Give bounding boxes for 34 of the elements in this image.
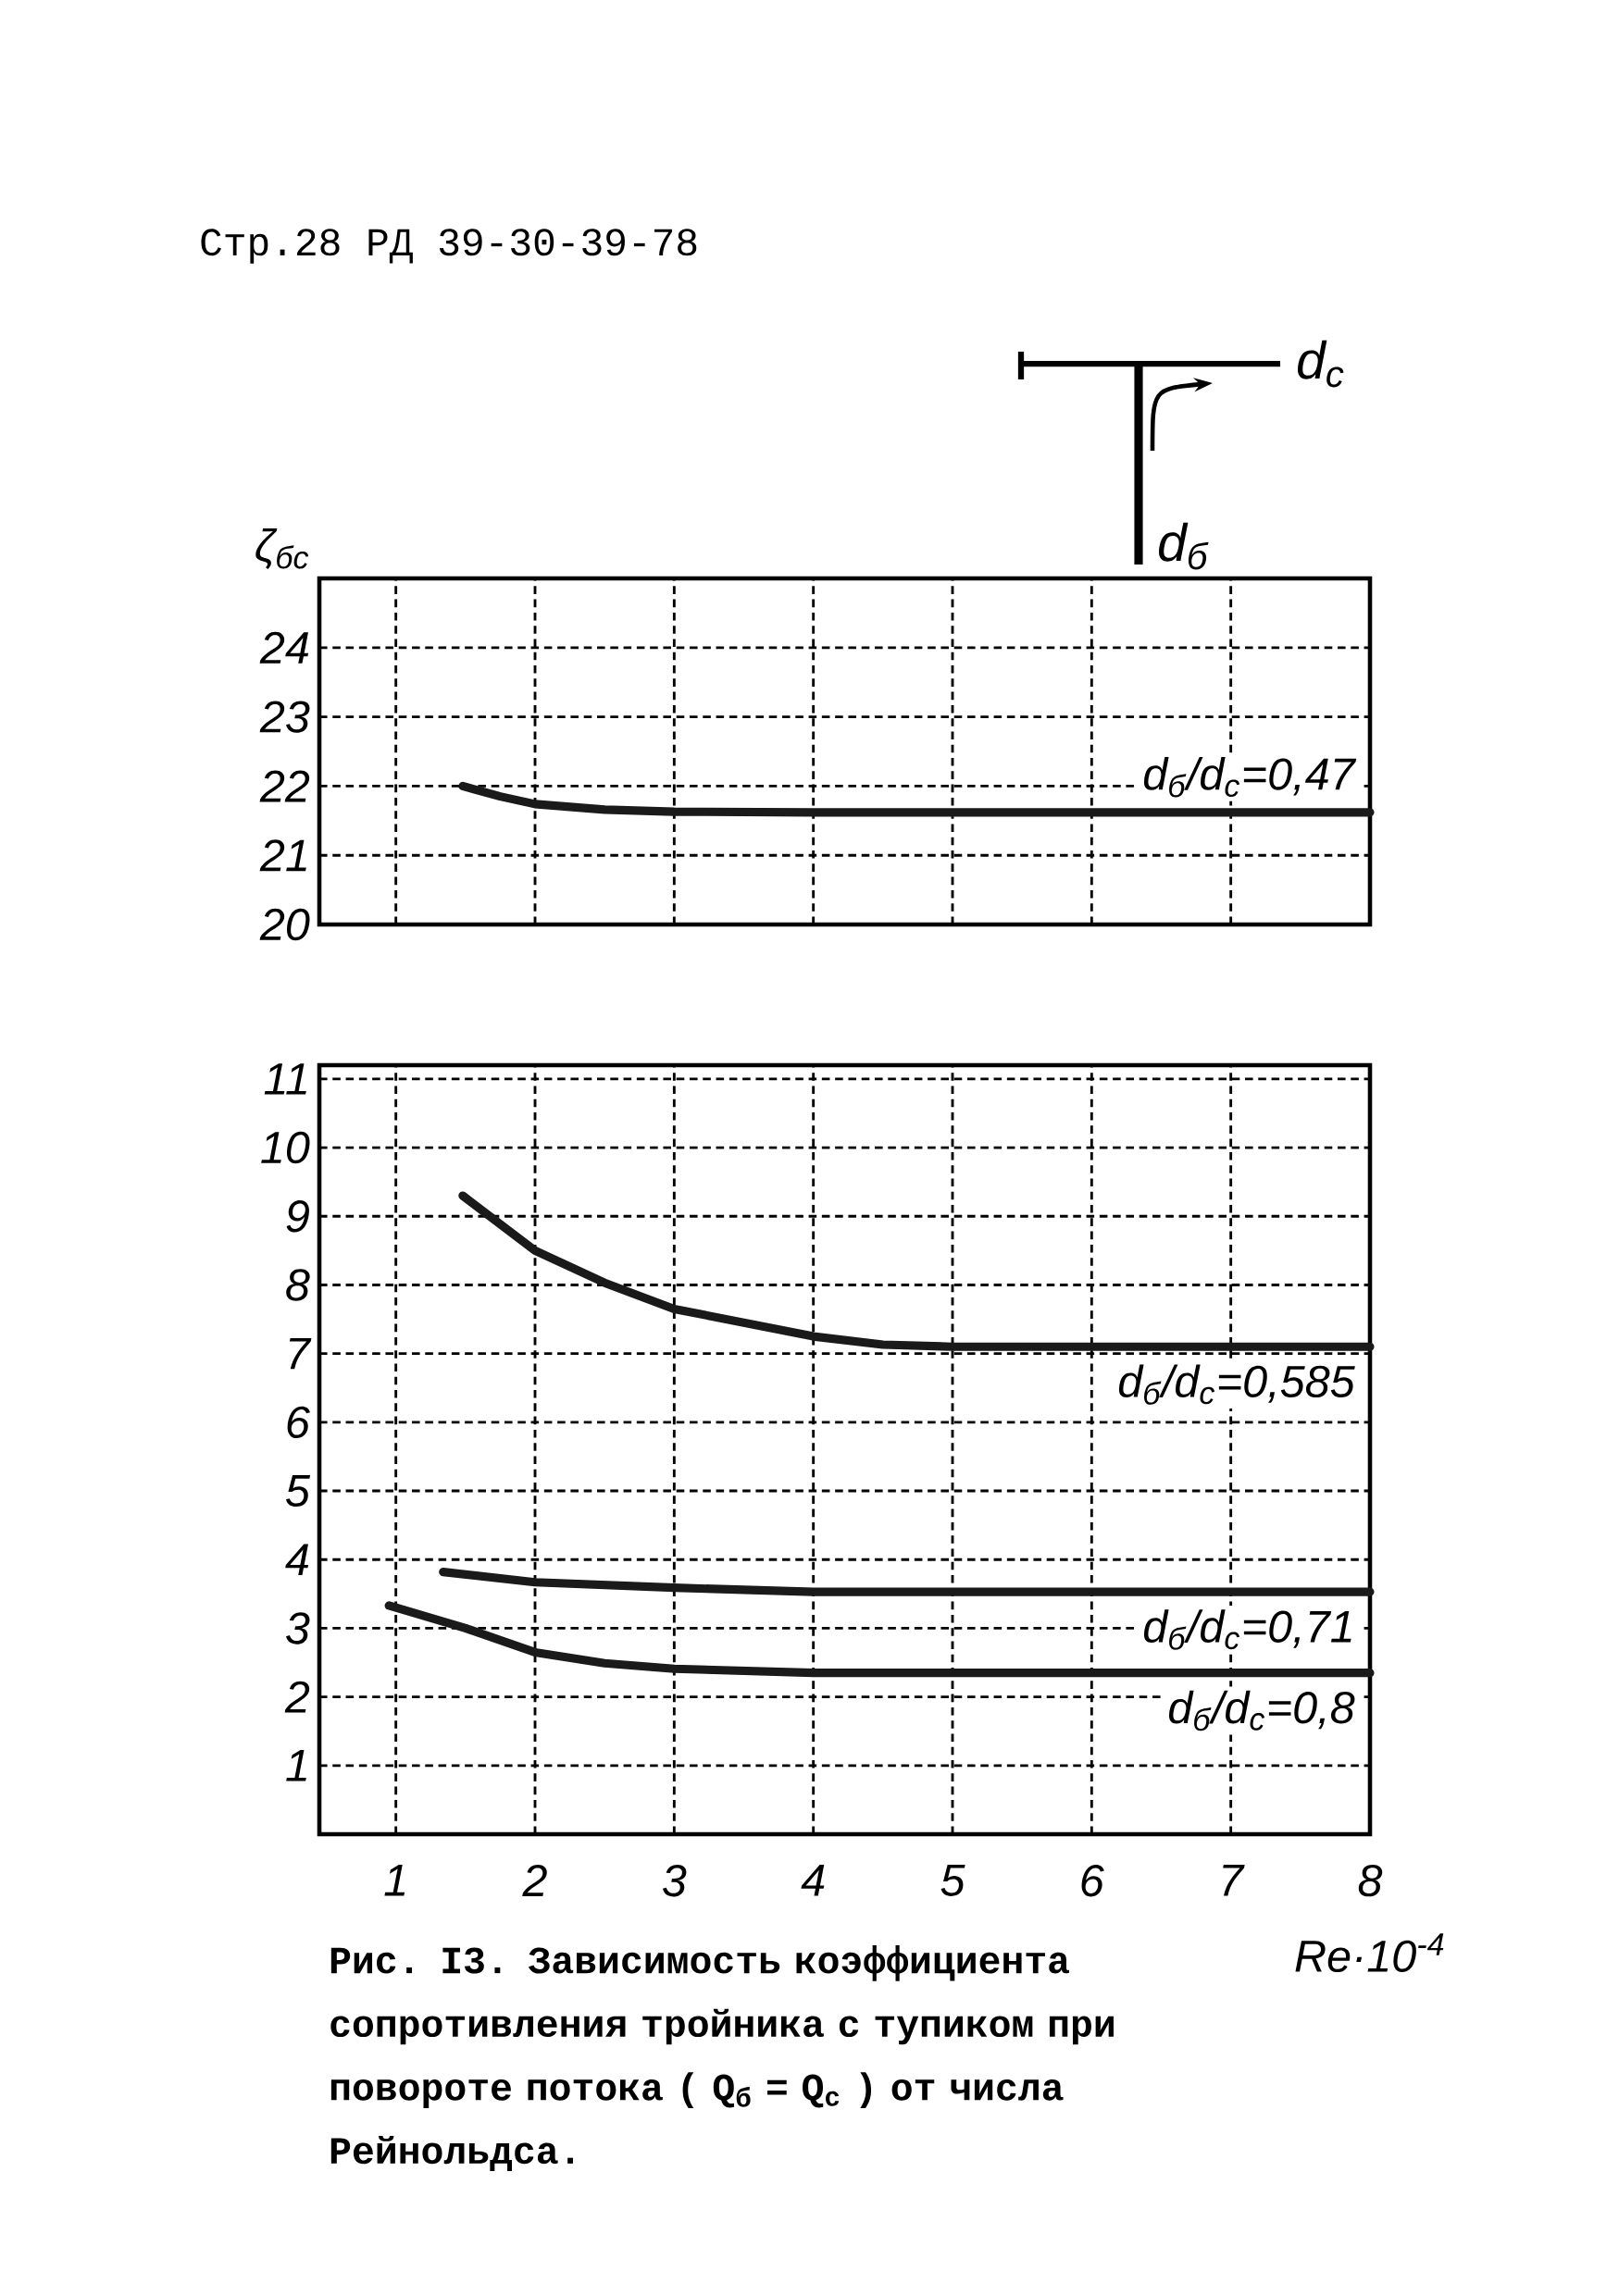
x-tick-label: 3 xyxy=(662,1864,687,1897)
x-tick-label: 1 xyxy=(384,1864,405,1896)
y-tick-label: 21 xyxy=(259,839,306,872)
y-tick-label: 9 xyxy=(286,1200,309,1233)
y-tick-label: 22 xyxy=(259,770,310,802)
x-axis-title: Re·10$^{-4}$ xyxy=(1295,1933,1444,1973)
y-tick-label: 10 xyxy=(261,1131,310,1164)
text: d$_{c}$ xyxy=(1298,340,1344,388)
x-tick-label: 2 xyxy=(522,1864,547,1896)
text: d$_{б}$ xyxy=(1159,522,1209,570)
series-label: d$_{б}$/d$_{c}$=0,47 xyxy=(1143,757,1357,798)
y-tick-label: 6 xyxy=(287,1406,310,1439)
y-tick-label: 8 xyxy=(286,1269,310,1301)
y-tick-label: 20 xyxy=(259,908,310,941)
y-axis-title: ζ$_{бс}$ xyxy=(255,528,309,569)
series-label: d$_{б}$/d$_{c}$=0,8 xyxy=(1168,1690,1355,1731)
y-tick-label: 2 xyxy=(284,1681,310,1713)
x-tick-label: 7 xyxy=(1223,1864,1245,1896)
y-tick-label: 24 xyxy=(259,631,309,664)
y-tick-label: 5 xyxy=(285,1475,311,1508)
y-tick-label: 23 xyxy=(259,701,310,733)
series-label: d$_{б}$/d$_{c}$=0,71 xyxy=(1143,1609,1351,1650)
series-label: d$_{б}$/d$_{c}$=0,585 xyxy=(1118,1364,1355,1405)
y-tick-label: 3 xyxy=(286,1612,310,1644)
y-tick-label: 7 xyxy=(289,1337,312,1370)
y-tick-label: 11 xyxy=(264,1063,306,1095)
y-tick-label: 4 xyxy=(285,1544,309,1575)
text: Рис. I3. Зависимость коэффициента сопротивления тройника с тупиком при повороте потока ( Q$_{б}$ = Q$_{c}$ ) от числа Рейнольдса. xyxy=(330,1945,1114,2172)
x-tick-label: 5 xyxy=(940,1864,965,1896)
x-tick-label: 8 xyxy=(1358,1864,1383,1897)
y-tick-label: 1 xyxy=(286,1750,306,1781)
text: Стр.28 РД 39-30-39-78 xyxy=(201,229,697,264)
x-tick-label: 6 xyxy=(1081,1864,1104,1897)
x-tick-label: 4 xyxy=(801,1864,825,1896)
